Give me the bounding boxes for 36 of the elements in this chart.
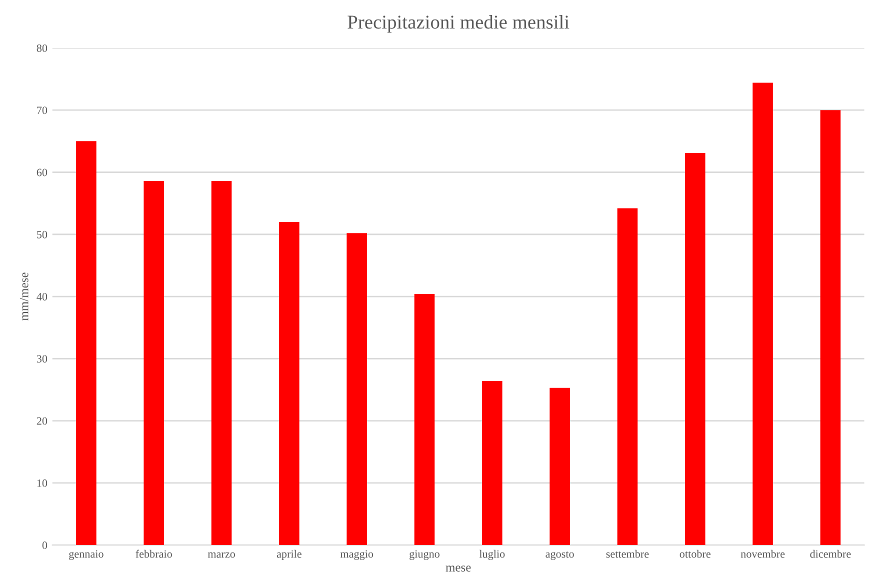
x-tick-label: ottobre <box>680 550 710 558</box>
y-tick-label: 30 <box>36 355 48 363</box>
x-tick-label: gennaio <box>69 550 104 560</box>
x-tick-label: luglio <box>479 550 505 560</box>
bar <box>820 110 841 546</box>
bar <box>211 180 232 546</box>
x-tick-label: giugno <box>410 550 440 560</box>
y-axis-title: mm/mese <box>20 272 28 321</box>
bar <box>617 208 638 546</box>
x-axis-title: mese <box>446 566 471 572</box>
x-tick-label: settembre <box>606 550 649 558</box>
x-tick-label: febbraio <box>136 550 172 558</box>
bar <box>414 294 435 546</box>
y-tick-label: 0 <box>42 542 48 550</box>
bar <box>144 180 164 546</box>
x-tick-label: maggio <box>340 550 374 560</box>
bar <box>684 152 706 546</box>
y-tick-label: 40 <box>36 292 48 300</box>
x-tick-label: dicembre <box>810 550 851 558</box>
y-tick-label: 80 <box>36 44 48 52</box>
y-tick-label: 20 <box>36 417 48 425</box>
bar <box>279 222 300 546</box>
bar <box>752 82 773 546</box>
y-tick-label: 10 <box>37 479 48 487</box>
bar <box>346 233 367 546</box>
y-tick-label: 50 <box>37 230 48 238</box>
x-tick-label: novembre <box>740 550 785 558</box>
chart-title: Precipitazioni medie mensili <box>348 15 570 33</box>
y-tick-label: 60 <box>36 168 48 176</box>
bar <box>76 141 96 546</box>
bar <box>482 381 502 546</box>
x-tick-label: marzo <box>208 552 235 558</box>
x-tick-label: agosto <box>546 551 574 560</box>
x-tick-label: aprile <box>276 550 302 560</box>
y-tick-label: 70 <box>37 106 48 114</box>
bar <box>550 388 570 546</box>
